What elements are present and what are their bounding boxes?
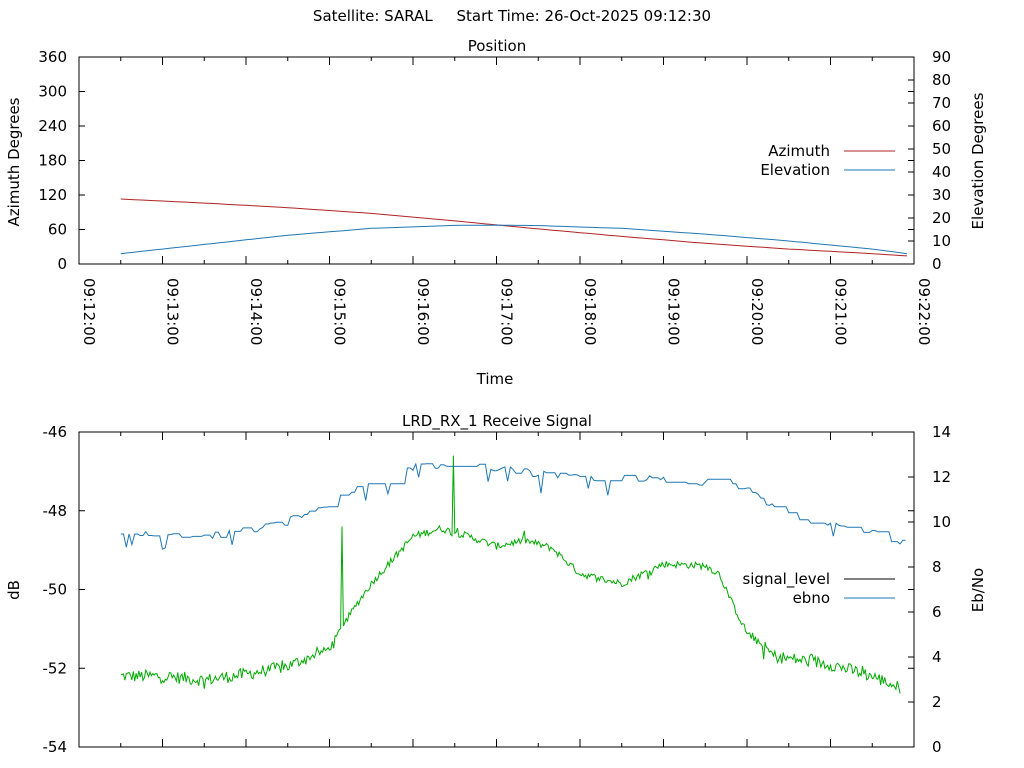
position-y-tick-label: 180 [38,152,67,170]
position-chart-title: Position [468,37,526,55]
position-x-axis-label: Time [476,370,514,388]
signal-y2-tick-label: 8 [932,558,942,576]
signal-chart-title: LRD_RX_1 Receive Signal [402,412,592,431]
ebno-legend-label: ebno [793,589,830,607]
position-x-tick-label: 09:15:00 [331,278,349,345]
position-x-tick-label: 09:21:00 [832,278,850,345]
signal-y-tick-label: -50 [43,581,68,599]
position-y2-tick-label: 70 [932,94,951,112]
signal-y2-tick-label: 12 [932,468,951,486]
signal-y2-tick-label: 10 [932,513,951,531]
signal-series [120,455,906,694]
position-y2-tick-label: 10 [932,232,951,250]
azimuth-line [120,198,908,257]
position-y2-tick-label: 60 [932,117,951,135]
signal-y2-tick-label: 0 [932,738,942,756]
position-y2-tick-label: 0 [932,255,942,273]
signal-level-legend-label: signal_level [742,570,830,589]
position-x-tick-label: 09:13:00 [164,278,182,345]
position-x-tick-label: 09:16:00 [414,278,432,345]
signal-y-tick-label: -54 [43,738,68,756]
signal-y-tick-label: -48 [43,502,68,520]
ebno-line [120,462,906,550]
signal-y2-tick-label: 14 [932,423,951,441]
azimuth-axis-label: Azimuth Degrees [5,97,23,226]
position-y-tick-label: 300 [38,83,67,101]
elevation-axis-label: Elevation Degrees [969,92,987,229]
signal-y2-tick-label: 6 [932,603,942,621]
position-ticks: 0 60 120 180 240 300 360 0 10 20 30 40 50 60 70 80 90 09:… [38,48,951,345]
azimuth-legend-label: Azimuth [768,142,830,160]
position-y-tick-label: 0 [57,255,67,273]
signal-y-tick-label: -46 [43,423,68,441]
position-series [120,198,908,257]
position-x-tick-label: 09:12:00 [80,278,98,345]
position-y2-tick-label: 20 [932,209,951,227]
position-chart: Position Time Azimuth Degrees Elevation … [5,37,987,388]
receive-signal-chart: LRD_RX_1 Receive Signal dB Eb/No -54-52-… [5,412,987,756]
position-y-tick-label: 120 [38,186,67,204]
position-x-tick-label: 09:19:00 [665,278,683,345]
position-y2-tick-label: 80 [932,71,951,89]
position-x-tick-label: 09:18:00 [581,278,599,345]
signal-y-tick-label: -52 [43,659,68,677]
start-time-label: Start Time: 26-Oct-2025 09:12:30 [456,7,712,25]
position-x-tick-label: 09:22:00 [915,278,933,345]
position-y-tick-label: 60 [48,221,67,239]
signal-y2-tick-label: 2 [932,693,942,711]
signal-y2-tick-label: 4 [932,648,942,666]
position-x-tick-label: 09:17:00 [498,278,516,345]
db-axis-label: dB [5,580,23,600]
satellite-label: Satellite: SARAL [312,7,433,25]
position-x-tick-label: 09:20:00 [748,278,766,345]
position-y2-tick-label: 90 [932,48,951,66]
position-y2-tick-label: 30 [932,186,951,204]
signal-ticks: -54 -52 -50 -48 -46 0 2 4 6 8 10 12 14 [43,423,952,756]
position-y2-tick-label: 40 [932,163,951,181]
position-y2-tick-label: 50 [932,140,951,158]
ebno-axis-label: Eb/No [969,568,987,612]
position-y-tick-label: 360 [38,48,67,66]
signal-plot-frame [78,431,915,748]
elevation-legend-label: Elevation [760,161,830,179]
elevation-line [120,224,908,255]
position-y-tick-label: 240 [38,117,67,135]
position-x-tick-label: 09:14:00 [247,278,265,345]
signal-level-line [120,455,901,694]
chart-header: Satellite: SARAL Start Time: 26-Oct-2025… [0,7,1024,25]
